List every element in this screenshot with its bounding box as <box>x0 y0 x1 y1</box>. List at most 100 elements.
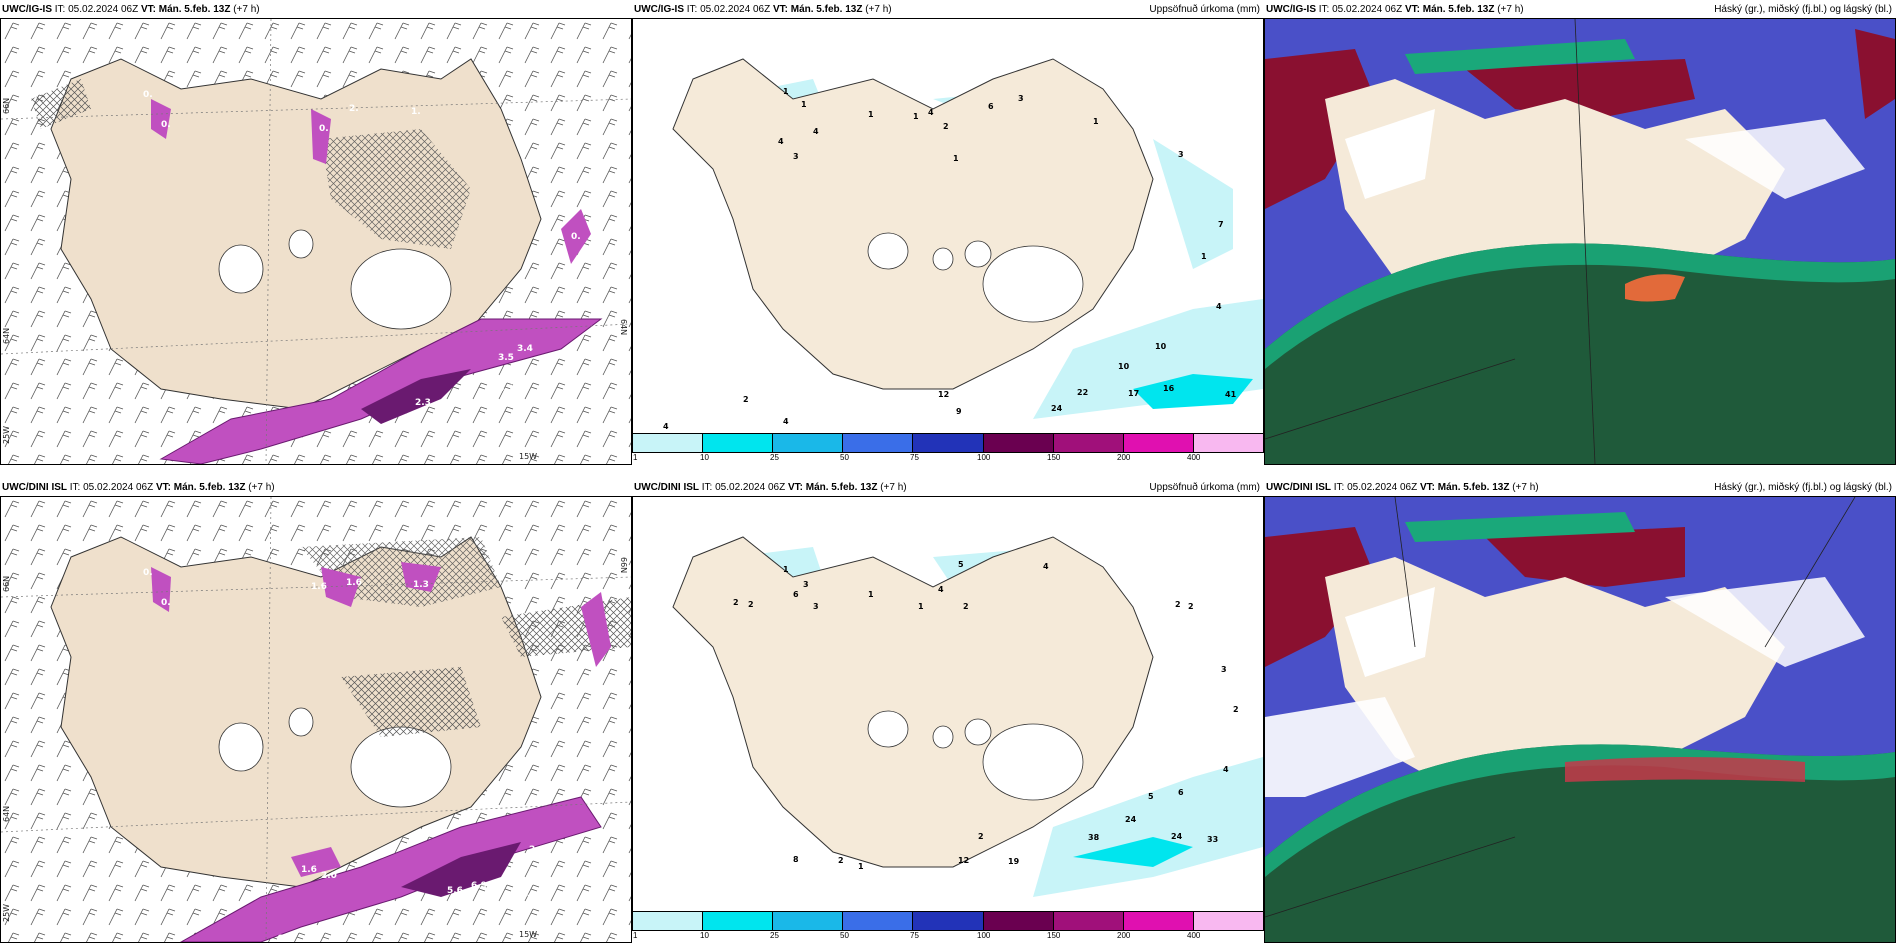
precip-value: 3 <box>803 580 809 589</box>
lon-label-25w: 25W <box>2 904 11 922</box>
precip-value: 2 <box>838 856 844 865</box>
icing-label: 1.6 <box>301 865 317 875</box>
precip-value: 1 <box>913 112 919 121</box>
legend-swatch <box>1123 434 1194 452</box>
legend-label: 10 <box>700 931 709 940</box>
lat-label-64n: 64N <box>2 806 11 822</box>
precip-value: 6 <box>988 102 994 111</box>
panel-header: UWC/DINI ISL IT: 05.02.2024 06Z VT: Mán.… <box>2 482 275 493</box>
lat-label-66n-right: 66N <box>619 557 628 573</box>
icing-label: 2.7 <box>527 894 543 904</box>
icing-label: 6.9 <box>471 881 487 891</box>
panel-header: UWC/DINI ISL IT: 05.02.2024 06Z VT: Mán.… <box>634 482 907 493</box>
precip-value: 1 <box>868 110 874 119</box>
precip-value: 4 <box>1223 765 1229 774</box>
precip-value: 9 <box>956 407 962 416</box>
legend-label: 200 <box>1117 453 1131 462</box>
legend-label: 400 <box>1187 931 1201 940</box>
precip-value: 2 <box>733 598 739 607</box>
legend-label: 50 <box>840 931 849 940</box>
precip-value: 33 <box>1207 835 1218 844</box>
precip-value: 1 <box>1201 252 1207 261</box>
legend-label: 150 <box>1047 453 1061 462</box>
precip-value: 24 <box>1051 404 1063 413</box>
icing-label: 5.6 <box>447 886 463 896</box>
legend-label: 200 <box>1117 931 1131 940</box>
icing-label: 4.1 <box>498 384 514 394</box>
precip-value: 2 <box>943 122 949 131</box>
icing-label: 1.3 <box>349 918 365 928</box>
precip-value: 12 <box>938 390 949 399</box>
legend-swatch <box>633 912 704 930</box>
precip-value: 1 <box>953 154 959 163</box>
lon-label-15w: 15W <box>519 452 537 461</box>
legend-swatch <box>703 434 774 452</box>
precip-value: 2 <box>978 832 984 841</box>
precip-value: 2 <box>748 600 754 609</box>
legend-swatch <box>1193 434 1263 452</box>
precip-value: 38 <box>1088 833 1100 842</box>
icing-label: 1.3 <box>413 580 429 590</box>
icing-wind-map[interactable]: 66N 64N 25W 15W 64N 0. 0. 0. 2. 1. 0. 3.… <box>0 18 632 465</box>
icing-label: 6.9 <box>277 934 293 942</box>
precip-value: 2 <box>963 602 969 611</box>
legend-label: 25 <box>770 931 779 940</box>
legend-label: 1 <box>633 453 638 462</box>
precip-value: 24 <box>1171 832 1183 841</box>
cloud-cover-map[interactable] <box>1264 496 1896 943</box>
icing-wind-map[interactable]: 66N 64N 25W 15W 66N 0. 0. 1.6 1.6 1.3 2.… <box>0 496 632 943</box>
precip-value: 2 <box>1233 705 1239 714</box>
precip-value: 4 <box>1216 302 1222 311</box>
precip-value: 17 <box>1128 389 1139 398</box>
lon-label-15w: 15W <box>519 930 537 939</box>
precip-value: 12 <box>958 856 969 865</box>
precip-value: 2 <box>1188 602 1194 611</box>
precip-map[interactable]: 1 1 4 4 1 1 2 6 3 4 3 1 1 3 7 1 4 10 10 … <box>632 18 1264 433</box>
panel-header: UWC/IG-IS IT: 05.02.2024 06Z VT: Mán. 5.… <box>634 4 892 15</box>
panel-header: UWC/IG-IS IT: 05.02.2024 06Z VT: Mán. 5.… <box>1266 4 1524 15</box>
precip-value: 4 <box>928 108 934 117</box>
row2-icing-panel: UWC/DINI ISL IT: 05.02.2024 06Z VT: Mán.… <box>0 478 632 948</box>
precip-legend <box>632 911 1264 931</box>
precip-value: 1 <box>801 100 807 109</box>
icing-label: 1.6 <box>311 582 327 592</box>
legend-swatch <box>983 434 1054 452</box>
cloud-cover-map[interactable] <box>1264 18 1896 465</box>
legend-label: 25 <box>770 453 779 462</box>
icing-label: 0. <box>319 124 329 134</box>
legend-labels: 1 10 25 50 75 100 150 200 400 <box>632 453 1264 463</box>
panel-header: UWC/IG-IS IT: 05.02.2024 06Z VT: Mán. 5.… <box>2 4 260 15</box>
precip-value: 8 <box>793 855 799 864</box>
precip-value: 3 <box>1178 150 1184 159</box>
panel-subtitle: Háský (gr.), miðský (fj.bl.) og lágský (… <box>1714 4 1892 15</box>
icing-label: 2.0 <box>531 915 547 925</box>
precip-value: 22 <box>1077 388 1088 397</box>
legend-swatch <box>843 912 914 930</box>
icing-label: 1.5 <box>507 892 523 902</box>
precip-value: 1 <box>858 862 864 871</box>
precip-value: 7 <box>1218 220 1224 229</box>
precip-value: 6 <box>793 590 799 599</box>
legend-label: 100 <box>977 931 991 940</box>
precip-value: 4 <box>938 585 944 594</box>
row1-cloud-panel: UWC/IG-IS IT: 05.02.2024 06Z VT: Mán. 5.… <box>1264 0 1896 470</box>
legend-label: 10 <box>700 453 709 462</box>
precip-value: 6 <box>1178 788 1184 797</box>
precip-value: 1 <box>783 87 789 96</box>
row2-cloud-panel: UWC/DINI ISL IT: 05.02.2024 06Z VT: Mán.… <box>1264 478 1896 948</box>
precip-value: 4 <box>778 137 784 146</box>
precip-value: 3 <box>1018 94 1024 103</box>
panel-subtitle: Háský (gr.), miðský (fj.bl.) og lágský (… <box>1714 482 1892 493</box>
precip-map[interactable]: 1 3 6 2 2 1 3 1 4 2 5 4 2 2 3 2 4 5 6 24 <box>632 496 1264 911</box>
precip-value: 4 <box>1043 562 1049 571</box>
icing-label: 0. <box>571 232 581 242</box>
icing-label: 2.0 <box>321 871 337 881</box>
precip-legend <box>632 433 1264 453</box>
legend-swatch <box>1193 912 1263 930</box>
precip-value: 3 <box>793 152 799 161</box>
precip-value: 3 <box>813 602 819 611</box>
lat-label-66n: 66N <box>2 576 11 592</box>
precip-value: 5 <box>1148 792 1154 801</box>
legend-label: 75 <box>910 453 919 462</box>
icing-label: 0. <box>143 90 153 100</box>
